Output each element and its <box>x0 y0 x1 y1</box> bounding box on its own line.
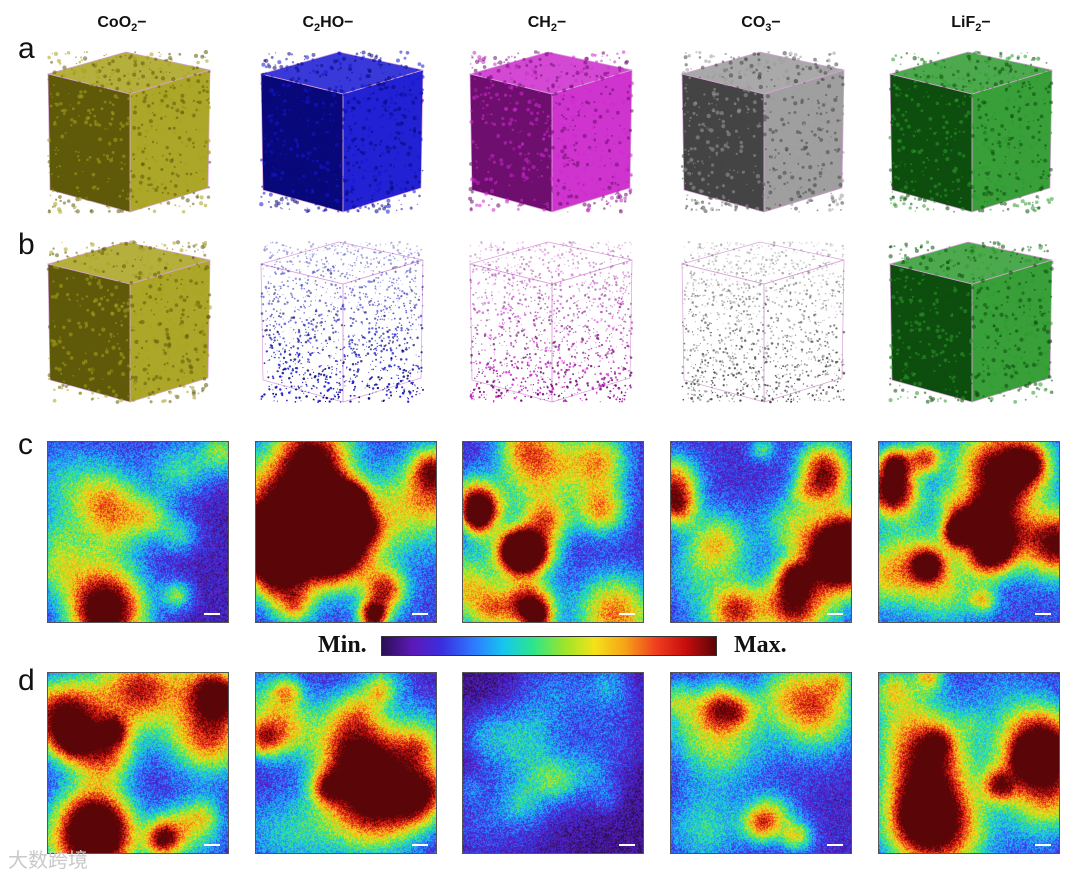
map-d-3 <box>462 672 644 854</box>
cube-b-5 <box>888 240 1054 404</box>
scale-bar <box>412 844 428 846</box>
row-label-a: a <box>18 32 35 65</box>
cube-b-4 <box>680 240 846 404</box>
row-label-c: c <box>18 428 33 461</box>
scale-bar <box>1035 844 1051 846</box>
map-d-1 <box>47 672 229 854</box>
row-label-d: d <box>18 664 35 697</box>
map-d-5 <box>878 672 1060 854</box>
scale-bar <box>619 613 635 615</box>
row-label-b: b <box>18 228 35 261</box>
colorbar-max-label: Max. <box>734 632 787 658</box>
scale-bar <box>204 613 220 615</box>
cube-a-4 <box>680 50 845 214</box>
scale-bar <box>619 844 635 846</box>
column-title-1: CoO2− <box>97 14 147 35</box>
scale-bar <box>1035 613 1051 615</box>
map-c-5 <box>878 441 1060 623</box>
column-title-3: CH2− <box>527 14 567 35</box>
colorbar-min-label: Min. <box>318 632 367 658</box>
scale-bar <box>827 613 843 615</box>
watermark-text: 大数跨境 <box>8 850 88 872</box>
scale-bar <box>827 844 843 846</box>
column-title-5: LiF2− <box>951 14 991 35</box>
column-title-2: C2HO− <box>302 14 354 35</box>
map-c-1 <box>47 441 229 623</box>
map-c-4 <box>670 441 852 623</box>
cube-b-1 <box>46 240 212 404</box>
cube-b-3 <box>468 240 634 403</box>
scale-bar <box>204 844 220 846</box>
map-d-2 <box>255 672 437 854</box>
map-c-2 <box>255 441 437 623</box>
cube-a-5 <box>888 50 1054 214</box>
cube-b-2 <box>259 240 425 403</box>
map-c-3 <box>462 441 644 623</box>
column-title-4: CO3− <box>741 14 781 35</box>
map-d-4 <box>670 672 852 854</box>
cube-a-1 <box>46 49 212 214</box>
scale-bar <box>412 613 428 615</box>
colorbar <box>381 636 717 656</box>
cube-a-3 <box>468 50 634 214</box>
cube-a-2 <box>259 50 425 214</box>
